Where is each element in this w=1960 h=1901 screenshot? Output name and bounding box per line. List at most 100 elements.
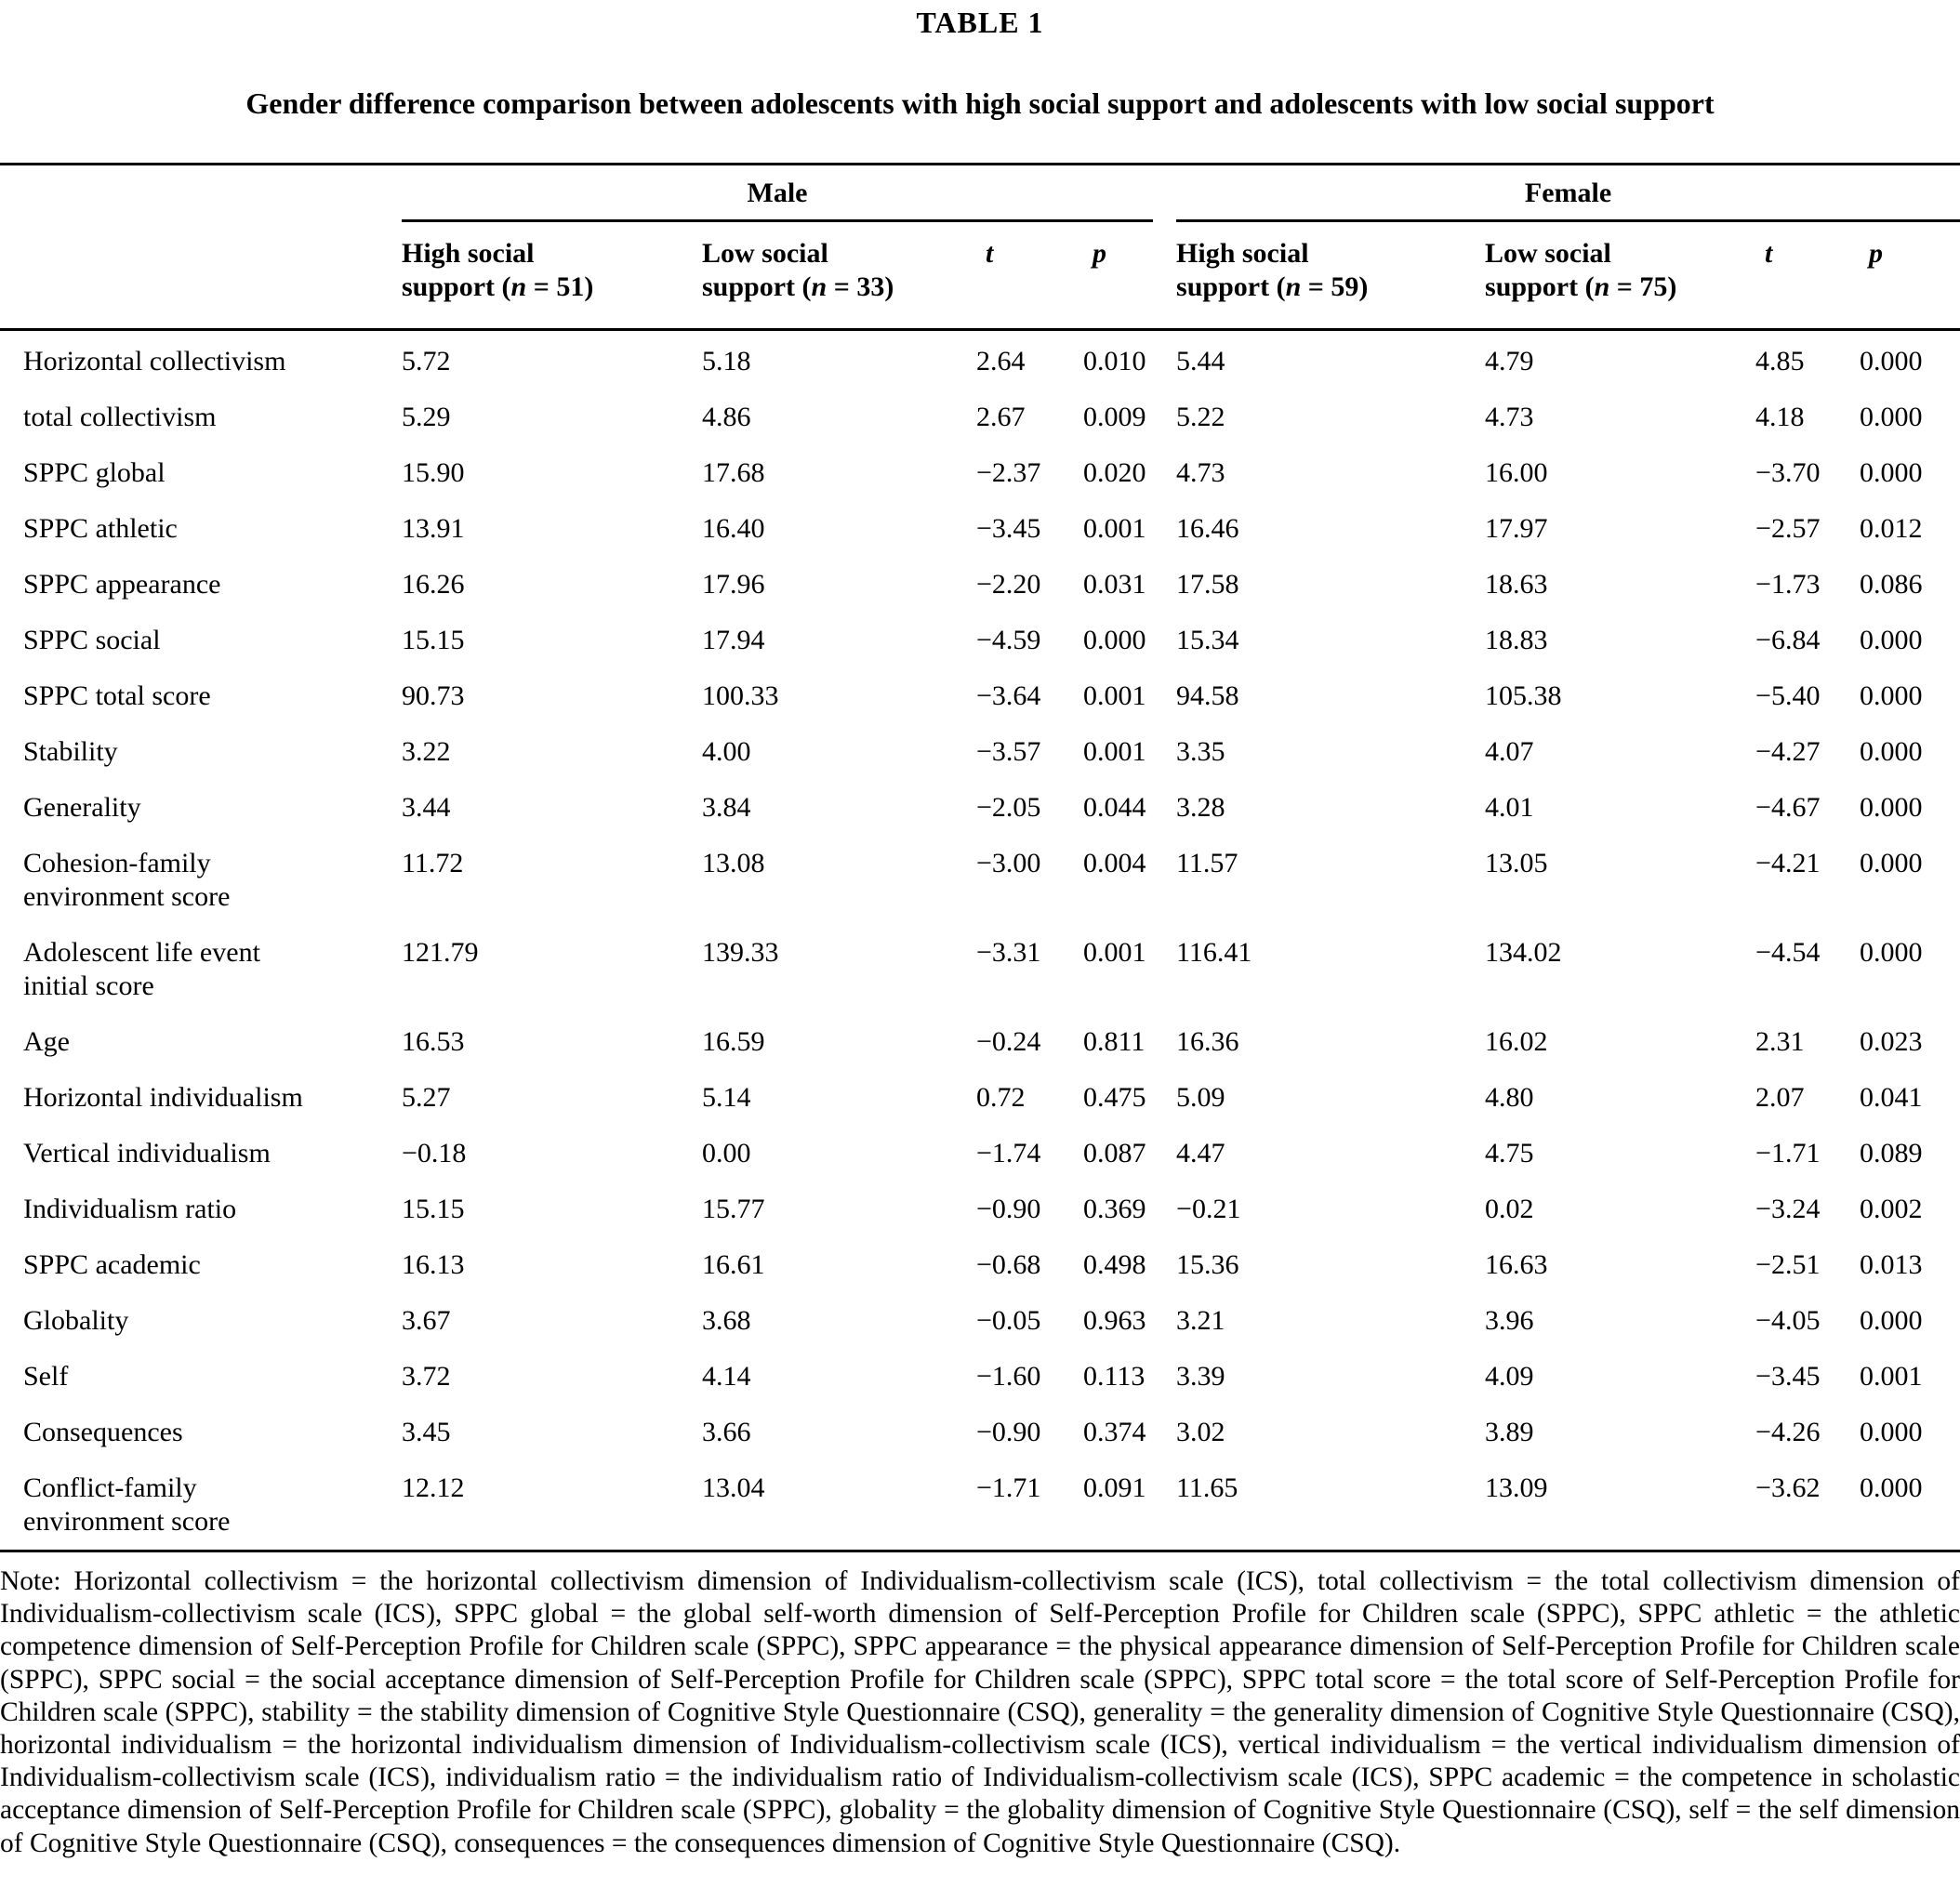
value-cell: 2.07 [1755, 1082, 1805, 1113]
row-label: Generality [23, 792, 141, 823]
value-cell: −5.40 [1755, 680, 1821, 711]
value-cell: 3.21 [1176, 1305, 1225, 1336]
value-cell: 5.27 [402, 1082, 451, 1113]
value-cell: −0.24 [976, 1026, 1041, 1057]
value-cell: 17.96 [702, 569, 765, 600]
value-cell: 139.33 [702, 937, 779, 968]
row-label: Individualism ratio [23, 1194, 237, 1224]
value-cell: 5.14 [702, 1082, 751, 1113]
value-cell: −4.26 [1755, 1417, 1821, 1447]
value-cell: 3.89 [1485, 1417, 1534, 1447]
value-cell: −4.67 [1755, 792, 1821, 823]
value-cell: 3.44 [402, 792, 451, 823]
value-cell: 3.68 [702, 1305, 751, 1336]
value-cell: 0.369 [1083, 1194, 1146, 1224]
row-label: Stability [23, 736, 118, 767]
value-cell: 4.80 [1485, 1082, 1534, 1113]
value-cell: 11.72 [402, 848, 464, 878]
value-cell: 0.475 [1083, 1082, 1146, 1113]
value-cell: 15.34 [1176, 625, 1239, 655]
table-row: Horizontal collectivism 5.72 5.18 2.64 0.010… [0, 330, 1960, 390]
value-cell: −2.05 [976, 792, 1041, 823]
value-cell: −4.59 [976, 625, 1041, 655]
value-cell: 3.02 [1176, 1417, 1225, 1447]
value-cell: 11.65 [1176, 1472, 1238, 1503]
value-cell: 16.53 [402, 1026, 465, 1057]
value-cell: −3.24 [1755, 1194, 1821, 1224]
row-label-header [0, 222, 402, 331]
table-row: SPPC global 15.90 17.68 −2.37 0.020 4.73 16.00… [0, 445, 1960, 501]
table-row: SPPC social 15.15 17.94 −4.59 0.000 15.34 18.8… [0, 613, 1960, 668]
value-cell: 3.67 [402, 1305, 451, 1336]
value-cell: 16.46 [1176, 513, 1239, 544]
value-cell: 15.15 [402, 1194, 465, 1224]
value-cell: 5.44 [1176, 346, 1225, 376]
value-cell: 2.64 [976, 346, 1026, 376]
table-row: SPPC academic 16.13 16.61 −0.68 0.498 15.36 16… [0, 1237, 1960, 1293]
table-title: Gender difference comparison between ado… [245, 86, 1715, 120]
value-cell: −3.57 [976, 736, 1041, 767]
value-cell: 4.07 [1485, 736, 1534, 767]
value-cell: 5.18 [702, 346, 751, 376]
value-cell: 0.086 [1860, 569, 1923, 600]
column-header-male-p: p [1083, 222, 1177, 331]
value-cell: 17.94 [702, 625, 765, 655]
value-cell: 13.91 [402, 513, 465, 544]
row-label: Age [23, 1026, 70, 1057]
value-cell: 12.12 [402, 1472, 465, 1503]
row-label: Adolescent life event initial score [23, 937, 260, 1001]
value-cell: 16.00 [1485, 457, 1548, 488]
column-header-male-high: High social support (n = 51) [402, 222, 702, 331]
value-cell: 3.28 [1176, 792, 1225, 823]
value-cell: 5.29 [402, 402, 451, 432]
value-cell: 0.000 [1860, 402, 1923, 432]
table-row: Adolescent life event initial score 121.7… [0, 925, 1960, 1014]
group-header-male: Male [402, 165, 1176, 222]
table-body: Horizontal collectivism 5.72 5.18 2.64 0.010… [0, 330, 1960, 1551]
data-table: Male Female High social support (n = 51) … [0, 163, 1960, 1552]
value-cell: 0.001 [1083, 513, 1146, 544]
value-cell: 3.84 [702, 792, 751, 823]
value-cell: −3.70 [1755, 457, 1821, 488]
value-cell: −3.64 [976, 680, 1041, 711]
value-cell: 0.001 [1083, 736, 1146, 767]
value-cell: 116.41 [1176, 937, 1252, 968]
value-cell: 5.09 [1176, 1082, 1225, 1113]
value-cell: 16.02 [1485, 1026, 1548, 1057]
corner-cell [0, 165, 402, 223]
table-row: SPPC appearance 16.26 17.96 −2.20 0.031 17.58… [0, 557, 1960, 613]
value-cell: 0.000 [1860, 937, 1923, 968]
value-cell: 13.09 [1485, 1472, 1548, 1503]
value-cell: 0.023 [1860, 1026, 1923, 1057]
value-cell: −4.05 [1755, 1305, 1821, 1336]
value-cell: 0.031 [1083, 569, 1146, 600]
value-cell: −3.45 [976, 513, 1041, 544]
value-cell: 4.75 [1485, 1138, 1534, 1168]
table-row: SPPC total score 90.73 100.33 −3.64 0.001 94.… [0, 668, 1960, 724]
value-cell: 3.72 [402, 1361, 451, 1392]
value-cell: −4.21 [1755, 848, 1821, 878]
value-cell: 0.004 [1083, 848, 1146, 878]
row-label: Globality [23, 1305, 129, 1336]
value-cell: −2.20 [976, 569, 1041, 600]
value-cell: 0.013 [1860, 1249, 1923, 1280]
value-cell: 0.113 [1083, 1361, 1146, 1392]
value-cell: −4.54 [1755, 937, 1821, 968]
value-cell: −0.90 [976, 1194, 1041, 1224]
value-cell: 13.04 [702, 1472, 765, 1503]
value-cell: 0.001 [1083, 680, 1146, 711]
value-cell: 15.15 [402, 625, 465, 655]
value-cell: −0.18 [402, 1138, 467, 1168]
value-cell: 0.02 [1485, 1194, 1534, 1224]
value-cell: 0.089 [1860, 1138, 1923, 1168]
value-cell: 3.35 [1176, 736, 1225, 767]
table-row: Consequences 3.45 3.66 −0.90 0.374 3.02 3.89 −4… [0, 1405, 1960, 1460]
value-cell: 3.45 [402, 1417, 451, 1447]
column-header-row: High social support (n = 51) Low social su… [0, 222, 1960, 331]
value-cell: 4.00 [702, 736, 751, 767]
column-header-female-low: Low social support (n = 75) [1485, 222, 1756, 331]
value-cell: 0.00 [702, 1138, 751, 1168]
value-cell: 0.002 [1860, 1194, 1923, 1224]
value-cell: 0.811 [1083, 1026, 1146, 1057]
